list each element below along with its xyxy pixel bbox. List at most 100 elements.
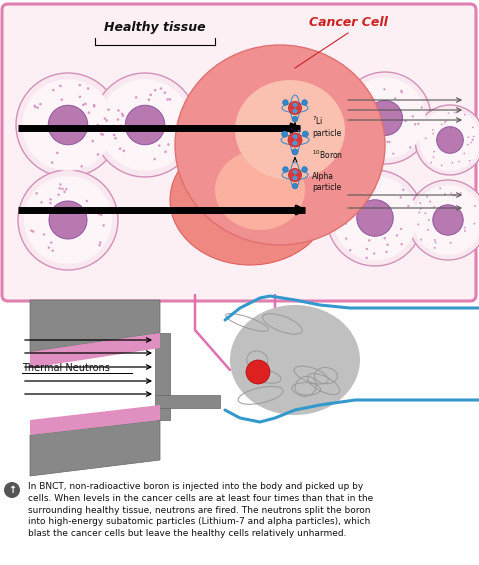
Circle shape [105,127,108,129]
Circle shape [383,88,386,90]
Circle shape [433,150,435,153]
Circle shape [409,146,411,149]
Circle shape [419,202,421,204]
Circle shape [52,89,55,92]
Circle shape [363,95,365,98]
Circle shape [39,103,42,106]
Circle shape [292,149,298,155]
Circle shape [444,193,446,195]
Circle shape [117,118,119,121]
Circle shape [340,194,342,197]
Circle shape [282,131,288,137]
Circle shape [43,233,45,236]
Circle shape [433,206,435,208]
Circle shape [420,208,422,210]
Circle shape [367,101,402,136]
Circle shape [344,77,425,158]
Circle shape [387,141,389,143]
Circle shape [411,115,414,118]
Circle shape [100,214,103,216]
Circle shape [91,140,94,142]
Circle shape [86,200,88,202]
Text: Cancer Cell: Cancer Cell [308,15,388,28]
Circle shape [349,249,352,251]
Ellipse shape [230,305,360,415]
Circle shape [98,213,100,215]
Circle shape [451,162,453,164]
Circle shape [433,205,463,235]
Circle shape [464,227,466,229]
Circle shape [160,87,162,90]
Circle shape [84,102,87,105]
Circle shape [473,136,475,137]
Circle shape [117,109,120,112]
Circle shape [424,212,426,214]
Circle shape [22,79,114,171]
Circle shape [88,111,90,114]
Polygon shape [155,395,220,408]
Ellipse shape [170,135,330,265]
Circle shape [445,120,447,122]
Circle shape [48,105,88,145]
Circle shape [93,73,197,177]
Circle shape [425,137,427,139]
Circle shape [292,183,298,189]
Circle shape [467,144,468,145]
Ellipse shape [235,80,345,180]
Circle shape [288,102,301,115]
Circle shape [430,162,432,164]
Circle shape [373,182,375,185]
Circle shape [47,246,50,249]
Circle shape [454,112,456,114]
Circle shape [400,243,403,245]
Circle shape [352,122,354,124]
Polygon shape [155,408,170,420]
Circle shape [385,251,388,253]
Circle shape [49,201,87,239]
Circle shape [373,188,376,190]
Circle shape [349,102,351,105]
Circle shape [49,198,52,201]
Circle shape [365,131,367,133]
Circle shape [93,105,95,108]
Circle shape [354,128,356,130]
Circle shape [417,223,419,225]
Circle shape [404,120,407,122]
Text: Healthy tissue: Healthy tissue [104,21,206,34]
Circle shape [290,173,295,177]
Circle shape [148,98,150,101]
Circle shape [400,91,403,93]
Circle shape [353,202,355,205]
Circle shape [365,247,368,250]
Circle shape [433,247,436,249]
Circle shape [289,137,295,142]
Circle shape [460,192,462,194]
Circle shape [374,140,376,142]
Circle shape [30,229,33,232]
Circle shape [426,195,428,198]
Circle shape [61,188,64,190]
Circle shape [28,208,31,211]
Circle shape [80,165,83,168]
Circle shape [93,104,95,107]
Circle shape [60,98,63,101]
Circle shape [419,211,421,214]
Circle shape [293,103,297,107]
Circle shape [344,195,347,198]
Circle shape [396,234,398,237]
Polygon shape [155,333,170,395]
Circle shape [450,193,452,194]
Circle shape [135,96,137,99]
Circle shape [103,118,106,120]
Circle shape [469,160,470,162]
Circle shape [388,141,390,143]
Circle shape [433,133,434,134]
Circle shape [43,210,46,212]
Circle shape [122,114,124,117]
Circle shape [283,99,288,105]
Circle shape [35,192,38,194]
Circle shape [419,109,479,171]
Circle shape [56,151,58,154]
Circle shape [293,134,297,140]
Circle shape [51,161,54,164]
